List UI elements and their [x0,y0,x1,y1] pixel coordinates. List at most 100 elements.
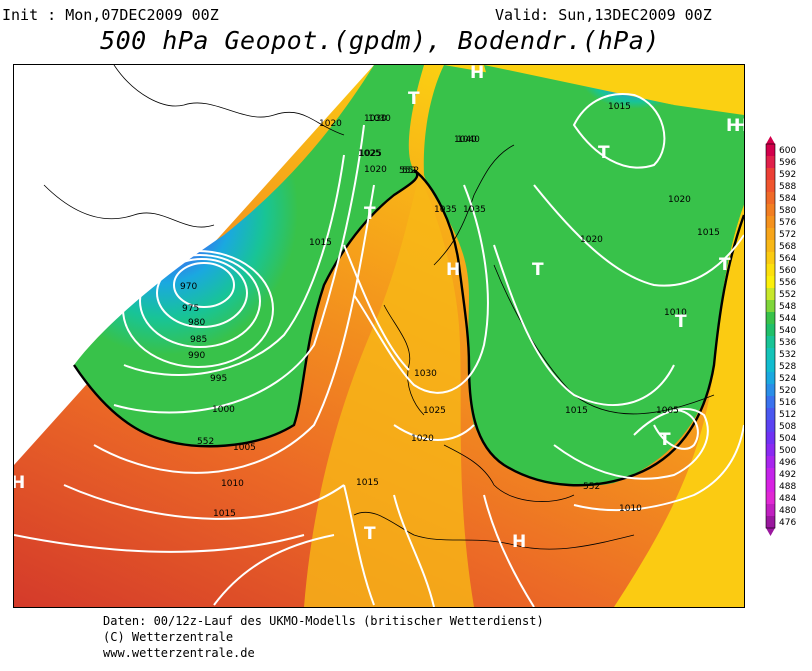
isobar-label: 980 [188,318,205,328]
legend-swatch [766,252,775,265]
legend-label: 488 [779,482,796,492]
legend-swatch [766,240,775,253]
pressure-center: H [512,532,526,552]
isobar-label: 1000 [212,405,235,415]
legend-label: 504 [779,434,796,444]
legend-label: 532 [779,350,796,360]
pressure-center: H [446,260,460,280]
legend-label: 480 [779,506,796,516]
pressure-center: T [598,143,610,163]
legend-swatch [766,216,775,229]
isobar-label: 970 [180,282,197,292]
northern-low-field [484,65,674,181]
pressure-center: T [408,89,420,109]
isobar-label: 1005 [233,443,256,453]
isobar-label: 1010 [619,504,642,514]
legend-label: 508 [779,422,796,432]
isobar-label: 1025 [358,149,381,159]
geopot-label: 552 [399,166,416,176]
valid-time: Valid: Sun,13DEC2009 00Z [495,6,712,24]
legend-label: 500 [779,446,796,456]
legend-label: 520 [779,386,796,396]
legend-swatch [766,336,775,349]
legend-scale: 600 596 592 588 584 580 576 572 568 564 560 556 552 5… [765,136,796,536]
geopot-labels: 552 552 552 552 [197,166,600,492]
isobar-label: 1015 [608,102,631,112]
legend-swatch [766,384,775,397]
legend-swatch [766,360,775,373]
footer-data-source: Daten: 00/12z-Lauf des UKMO-Modells (bri… [103,614,544,628]
isobar-label: 1020 [411,434,434,444]
east-ridge-field [614,205,744,607]
isobar-label: 1035 [463,205,486,215]
pressure-center: T [364,204,376,224]
legend-swatch [766,324,775,337]
legend-label: 484 [779,494,796,504]
isobar-label: 1020 [319,119,342,129]
legend-label: 556 [779,278,796,288]
legend-label: 588 [779,182,796,192]
isobar-label: 1040 [454,135,477,145]
pressure-center: T [719,255,731,275]
legend-label: 560 [779,266,796,276]
legend-swatch [766,180,775,193]
legend-label: 492 [779,470,796,480]
isobar-label: 1005 [656,406,679,416]
isobar-label: 1030 [414,369,437,379]
legend-label: 536 [779,338,796,348]
legend-swatch [766,300,775,313]
isobar-label: 1015 [356,478,379,488]
legend-label: 540 [779,326,796,336]
isobar-label: 1025 [359,149,382,159]
legend-label: 476 [779,518,796,528]
legend-frame [765,143,776,529]
legend-label: 544 [779,314,796,324]
isobar-label: 1015 [213,509,236,519]
isobar-label: 990 [188,351,205,361]
legend-label: 516 [779,398,796,408]
legend-label: 524 [779,374,796,384]
pressure-center: H [734,116,744,136]
isobar-label: 975 [182,304,199,314]
legend-label: 528 [779,362,796,372]
legend-swatch [766,264,775,277]
isobar-labels: 970 975 980 985 990 995 1000 1005 1010 1… [180,102,720,519]
isobars [14,93,744,607]
map-canvas: 970 975 980 985 990 995 1000 1005 1010 1… [14,65,744,607]
isobar-label: 1015 [309,238,332,248]
isobar-label: 1010 [664,308,687,318]
isobar-label: 1015 [565,406,588,416]
legend-bottom-arrow [766,528,775,536]
legend-swatch [766,288,775,301]
isobar-label: 1030 [368,114,391,124]
legend-label: 496 [779,458,796,468]
isobar-label: 985 [190,335,207,345]
geopot-label: 552 [402,166,419,176]
legend-label: 564 [779,254,796,264]
legend-swatch [766,168,775,181]
legend-top-arrow [766,136,775,144]
isobar-label: 1015 [697,228,720,238]
pressure-center: T [675,312,687,332]
pressure-center: T [364,524,376,544]
legend-label: 576 [779,218,796,228]
legend-label: 548 [779,302,796,312]
legend-swatch [766,516,775,529]
legend-swatch [766,456,775,469]
legend-label: 592 [779,170,796,180]
legend-label: 512 [779,410,796,420]
isobar-label: 1035 [434,205,457,215]
legend-label: 596 [779,158,796,168]
legend-swatch [766,156,775,169]
isobar-label: 1020 [364,165,387,175]
legend-swatch [766,312,775,325]
legend-label: 552 [779,290,796,300]
weather-map: 970 975 980 985 990 995 1000 1005 1010 1… [13,64,745,608]
geopot-552-contours [73,169,744,487]
pressure-center: T [659,430,671,450]
geopot-label: 552 [583,482,600,492]
legend-swatch [766,228,775,241]
legend-swatch [766,468,775,481]
pressure-center: H [470,65,484,83]
legend-swatch [766,480,775,493]
